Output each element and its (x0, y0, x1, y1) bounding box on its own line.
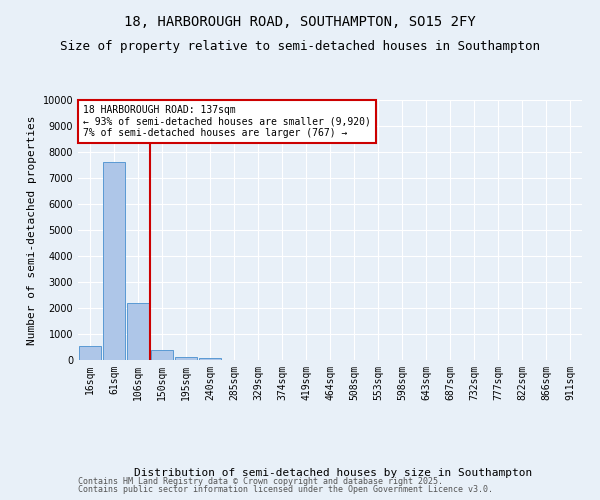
Bar (79, 346, 101, 360)
Text: 18 HARBOROUGH ROAD: 137sqm
← 93% of semi-detached houses are smaller (9,920)
7% : 18 HARBOROUGH ROAD: 137sqm ← 93% of semi… (83, 105, 371, 138)
Text: Contains HM Land Registry data © Crown copyright and database right 2025.: Contains HM Land Registry data © Crown c… (78, 477, 443, 486)
Bar (199, 358, 221, 360)
Bar (127, 303, 149, 360)
Y-axis label: Number of semi-detached properties: Number of semi-detached properties (27, 116, 37, 345)
Bar (175, 357, 197, 360)
Text: Distribution of semi-detached houses by size in Southampton: Distribution of semi-detached houses by … (134, 468, 532, 477)
Text: 18, HARBOROUGH ROAD, SOUTHAMPTON, SO15 2FY: 18, HARBOROUGH ROAD, SOUTHAMPTON, SO15 2… (124, 15, 476, 29)
Bar (103, 162, 125, 360)
Text: Size of property relative to semi-detached houses in Southampton: Size of property relative to semi-detach… (60, 40, 540, 53)
Bar (151, 350, 173, 360)
Text: Contains public sector information licensed under the Open Government Licence v3: Contains public sector information licen… (78, 485, 493, 494)
